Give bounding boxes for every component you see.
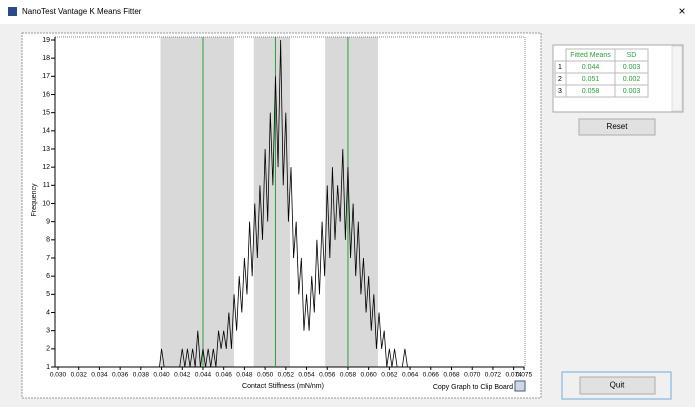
cell xyxy=(614,84,649,98)
x-tick-label: 0.054 xyxy=(298,372,315,379)
y-tick-label: 8 xyxy=(46,237,50,244)
quit-focus xyxy=(561,371,672,400)
x-tick-label: 0.075 xyxy=(516,372,533,379)
x-tick-label: 0.048 xyxy=(236,372,253,379)
cell-text: 0.058 xyxy=(582,88,600,95)
x-tick-label: 0.074 xyxy=(506,372,523,379)
header-text: Fitted Means xyxy=(570,52,611,59)
scrollbar[interactable] xyxy=(671,45,683,112)
y-tick-label: 14 xyxy=(42,128,50,135)
quit-label: Quit xyxy=(610,381,625,390)
y-tick-label: 10 xyxy=(42,200,50,207)
y-tick-label: 12 xyxy=(42,164,50,171)
y-axis-label: Frequency xyxy=(31,183,38,217)
y-tick-label: 18 xyxy=(42,55,50,62)
x-tick-label: 0.064 xyxy=(402,372,419,379)
close-button[interactable]: × xyxy=(678,4,685,18)
x-tick-label: 0.062 xyxy=(381,372,398,379)
cell-text: 0.002 xyxy=(623,76,641,83)
frequency-line xyxy=(58,39,421,368)
y-tick-label: 17 xyxy=(42,73,50,80)
x-tick-label: 0.070 xyxy=(464,372,481,379)
y-tick-label: 11 xyxy=(43,182,50,189)
y-tick-label: 16 xyxy=(42,91,50,98)
x-tick-label: 0.046 xyxy=(216,372,233,379)
reset-button[interactable] xyxy=(578,118,656,136)
y-tick-label: 6 xyxy=(46,273,50,280)
fit-band xyxy=(253,37,290,367)
x-tick-label: 0.056 xyxy=(319,372,336,379)
x-tick-label: 0.032 xyxy=(71,372,88,379)
x-axis-label: Contact Stiffness (mN/nm) xyxy=(242,383,324,390)
x-tick-label: 0.030 xyxy=(50,372,67,379)
x-tick-label: 0.034 xyxy=(91,372,108,379)
y-tick-label: 5 xyxy=(46,291,50,298)
y-tick-label: 9 xyxy=(46,219,50,226)
y-tick-label: 19 xyxy=(42,37,50,44)
x-tick-label: 0.060 xyxy=(361,372,378,379)
y-tick-label: 3 xyxy=(46,328,50,335)
cell-text: 0.003 xyxy=(623,64,641,71)
fit-table: Fitted Means SD 1 0.044 0.003 2 0.051 0.002 3 0.0… xyxy=(554,48,649,98)
x-tick-label: 0.068 xyxy=(443,372,460,379)
fit-band xyxy=(160,37,235,367)
x-tick-label: 0.040 xyxy=(153,372,170,379)
quit-button[interactable] xyxy=(579,376,656,395)
title-bar xyxy=(0,0,695,24)
x-tick-label: 0.058 xyxy=(340,372,357,379)
y-tick-label: 1 xyxy=(46,364,50,371)
y-tick-label: 7 xyxy=(46,255,50,262)
y-tick-label: 15 xyxy=(42,110,50,117)
x-tick-label: 0.052 xyxy=(278,372,295,379)
x-tick-label: 0.072 xyxy=(485,372,502,379)
x-tick-label: 0.038 xyxy=(133,372,150,379)
x-tick-label: 0.044 xyxy=(195,372,212,379)
header-text: SD xyxy=(627,52,637,59)
x-tick-label: 0.050 xyxy=(257,372,274,379)
y-tick-label: 13 xyxy=(42,146,50,153)
cell-text: 0.051 xyxy=(582,76,600,83)
app-icon xyxy=(8,7,17,16)
row-index: 1 xyxy=(558,64,562,71)
x-tick-label: 0.042 xyxy=(174,372,191,379)
copy-icon[interactable] xyxy=(514,380,526,392)
cell-text: 0.003 xyxy=(623,88,641,95)
row-index: 3 xyxy=(558,88,562,95)
window-title: NanoTest Vantage K Means Fitter xyxy=(22,7,142,16)
y-tick-label: 2 xyxy=(46,346,50,353)
x-tick-label: 0.066 xyxy=(423,372,440,379)
fit-band xyxy=(325,37,378,367)
copy-graph-link[interactable]: Copy Graph to Clip Board xyxy=(433,384,513,391)
reset-label: Reset xyxy=(607,122,629,131)
cell-text: 0.044 xyxy=(582,64,600,71)
x-tick-label: 0.036 xyxy=(112,372,129,379)
y-tick-label: 4 xyxy=(46,309,50,316)
row-index: 2 xyxy=(558,76,562,83)
